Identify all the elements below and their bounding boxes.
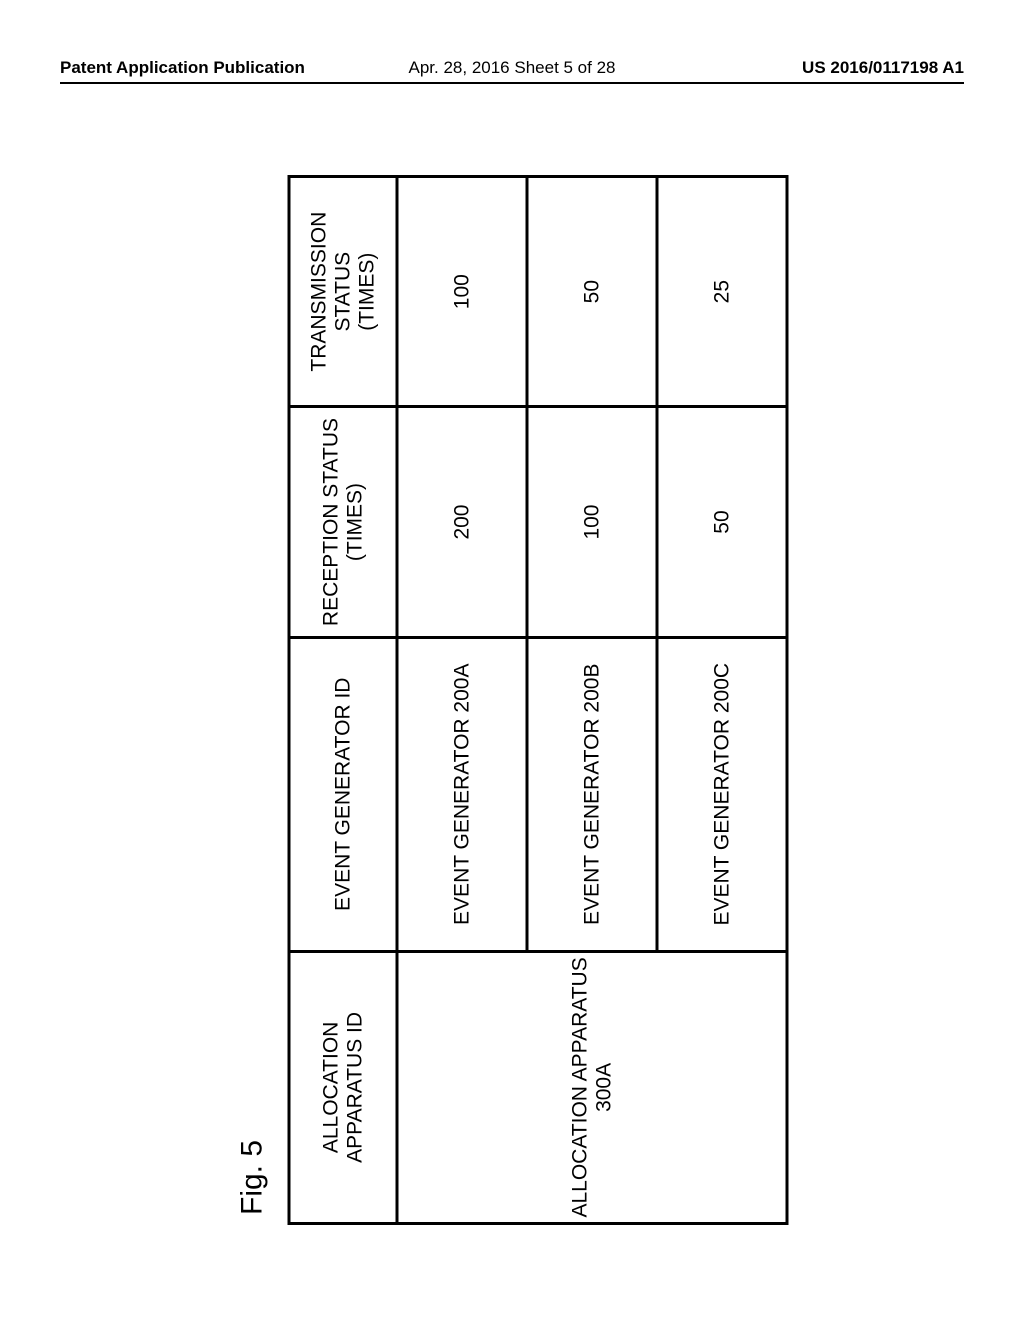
- header-publication: Patent Application Publication: [60, 58, 305, 78]
- data-table: ALLOCATION APPARATUS ID EVENT GENERATOR …: [288, 175, 789, 1225]
- header-patent-number: US 2016/0117198 A1: [802, 58, 964, 78]
- header-rule: [60, 82, 964, 84]
- cell-reception: 100: [527, 407, 657, 637]
- col-header-transmission: TRANSMISSION STATUS (TIMES): [289, 177, 397, 407]
- cell-allocation-l2: 300A: [592, 1063, 615, 1112]
- col-header-event: EVENT GENERATOR ID: [289, 637, 397, 951]
- header-date-sheet: Apr. 28, 2016 Sheet 5 of 28: [409, 58, 616, 78]
- col-header-reception-l2: (TIMES): [343, 483, 366, 561]
- cell-transmission: 100: [397, 177, 527, 407]
- table-row: ALLOCATION APPARATUS 300A EVENT GENERATO…: [397, 177, 527, 1224]
- figure-label: Fig. 5: [236, 175, 270, 1215]
- cell-event: EVENT GENERATOR 200B: [527, 637, 657, 951]
- col-header-reception-l1: RECEPTION STATUS: [319, 418, 342, 626]
- col-header-allocation-l1: ALLOCATION: [319, 1022, 342, 1153]
- col-header-event-l1: EVENT GENERATOR ID: [331, 678, 354, 911]
- cell-reception: 50: [657, 407, 787, 637]
- page-header: Patent Application Publication Apr. 28, …: [0, 58, 1024, 78]
- cell-reception: 200: [397, 407, 527, 637]
- figure-container: Fig. 5 ALLOCATION APPARATUS ID EVENT GEN…: [236, 175, 789, 1225]
- col-header-allocation: ALLOCATION APPARATUS ID: [289, 951, 397, 1223]
- cell-event: EVENT GENERATOR 200A: [397, 637, 527, 951]
- col-header-reception: RECEPTION STATUS (TIMES): [289, 407, 397, 637]
- cell-event: EVENT GENERATOR 200C: [657, 637, 787, 951]
- cell-transmission: 25: [657, 177, 787, 407]
- cell-allocation: ALLOCATION APPARATUS 300A: [397, 951, 787, 1223]
- cell-allocation-l1: ALLOCATION APPARATUS: [568, 957, 591, 1217]
- table-header-row: ALLOCATION APPARATUS ID EVENT GENERATOR …: [289, 177, 397, 1224]
- col-header-allocation-l2: APPARATUS ID: [343, 1012, 366, 1163]
- col-header-transmission-l2: (TIMES): [355, 253, 378, 331]
- cell-transmission: 50: [527, 177, 657, 407]
- col-header-transmission-l1: TRANSMISSION STATUS: [307, 212, 354, 372]
